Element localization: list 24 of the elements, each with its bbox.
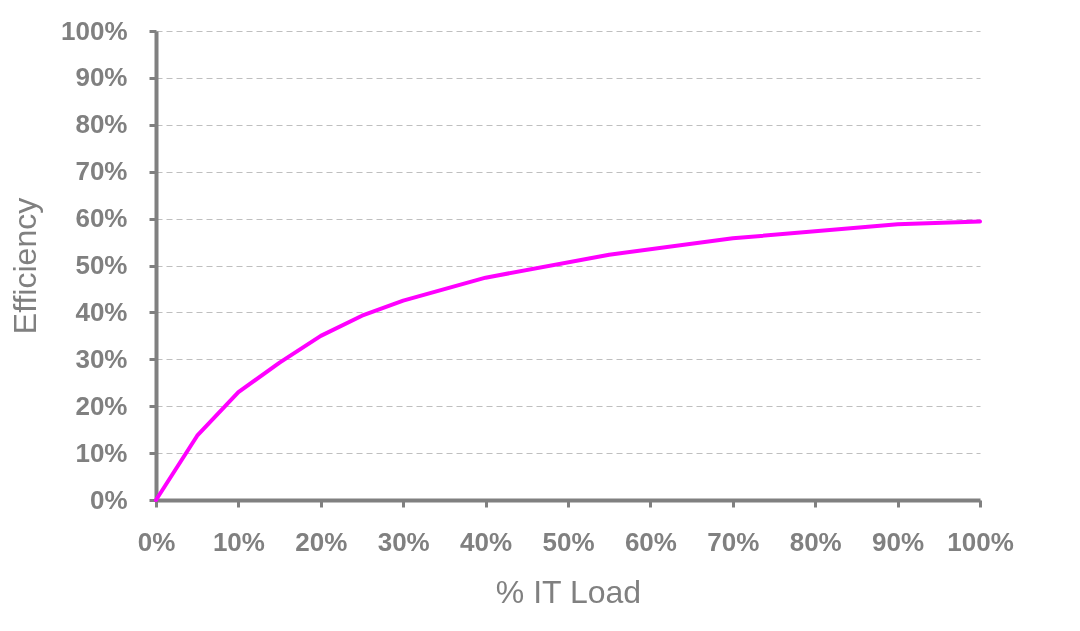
x-tick-label: 40% <box>460 526 513 557</box>
x-tick-label: 80% <box>789 526 842 557</box>
x-tick-label: 90% <box>872 526 925 557</box>
y-tick-label: 70% <box>75 156 128 187</box>
y-tick-label: 0% <box>89 484 128 515</box>
x-tick-label: 20% <box>295 526 348 557</box>
y-axis-title: Efficiency <box>7 197 43 335</box>
y-tick-label: 90% <box>75 62 128 93</box>
x-tick-label: 0% <box>137 526 176 557</box>
x-tick-label: 60% <box>624 526 677 557</box>
y-tick-label: 60% <box>75 203 128 234</box>
x-tick-label: 70% <box>707 526 760 557</box>
y-tick-label: 50% <box>75 250 128 280</box>
y-tick-label: 20% <box>75 390 128 421</box>
y-tick-label: 10% <box>75 437 128 468</box>
y-tick-label: 100% <box>61 15 128 46</box>
x-tick-label: 10% <box>212 526 265 557</box>
y-tick-label: 80% <box>75 109 128 140</box>
x-tick-label: 30% <box>377 526 430 557</box>
y-tick-label: 40% <box>75 296 128 327</box>
x-tick-label: 100% <box>947 526 1014 557</box>
x-axis-title: % IT Load <box>495 573 642 610</box>
y-tick-label: 30% <box>75 343 128 374</box>
x-tick-label: 50% <box>542 526 595 557</box>
